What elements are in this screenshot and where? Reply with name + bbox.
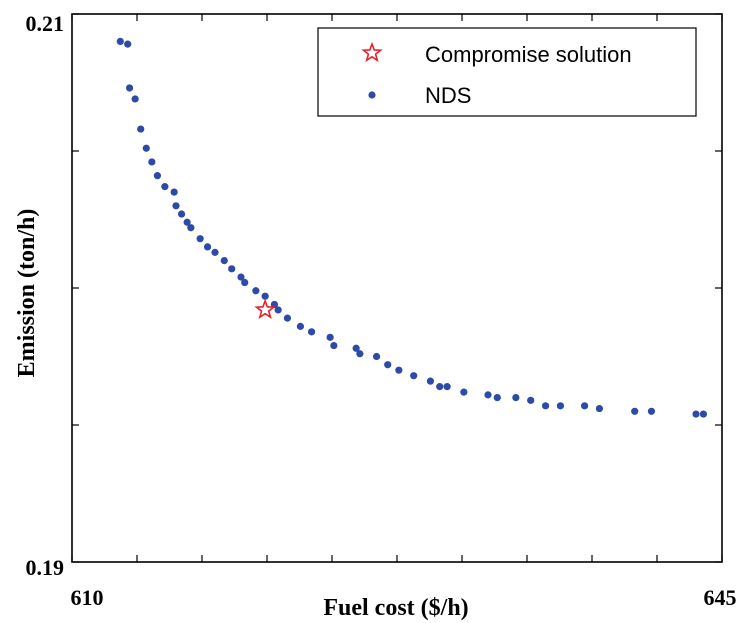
nds-point (148, 158, 156, 166)
x-tick-label-max: 645 (704, 585, 737, 610)
nds-point (699, 410, 708, 418)
nds-point (241, 278, 249, 287)
x-axis-title: Fuel cost ($/h) (323, 595, 468, 621)
nds-point (187, 224, 195, 232)
nds-point (352, 344, 360, 352)
nds-point (252, 287, 260, 295)
legend: Compromise solution NDS (317, 27, 697, 117)
nds-point (426, 377, 435, 385)
nds-point (443, 383, 451, 391)
nds-point (372, 352, 381, 361)
nds-point (183, 218, 191, 226)
x-tick-label-min: 610 (71, 585, 104, 610)
nds-point (356, 350, 364, 358)
nds-point (237, 273, 245, 281)
nds-point (436, 383, 444, 391)
nds-point (647, 407, 656, 415)
nds-point (296, 322, 305, 330)
nds-point (131, 95, 139, 103)
y-tick-label-min: 0.19 (26, 555, 65, 580)
nds-point (512, 394, 520, 402)
nds-point (631, 407, 639, 415)
nds-point (124, 40, 132, 48)
nds-point (161, 183, 169, 191)
compromise-solution-point (254, 298, 276, 320)
nds-point (384, 361, 392, 369)
nds-point (460, 388, 468, 396)
legend-star-marker (361, 41, 383, 63)
nds-point (172, 202, 180, 210)
data-points (116, 37, 708, 418)
nds-point (283, 314, 292, 322)
nds-point (527, 396, 535, 404)
nds-point (211, 248, 219, 256)
nds-point (116, 37, 124, 46)
nds-point (170, 188, 178, 196)
nds-point (203, 243, 212, 251)
nds-point (556, 402, 565, 410)
nds-point (125, 84, 134, 92)
y-axis-title: Emission (ton/h) (14, 209, 40, 378)
nds-point (270, 300, 279, 309)
legend-dot-marker (368, 91, 376, 99)
nds-point (177, 210, 186, 218)
nds-point (692, 410, 700, 418)
nds-point (541, 402, 550, 410)
nds-point (196, 235, 204, 243)
nds-point (493, 394, 501, 402)
legend-label-compromise: Compromise solution (425, 42, 632, 67)
nds-point (410, 372, 418, 380)
nds-point (307, 328, 316, 336)
nds-point (330, 341, 338, 350)
nds-point (595, 404, 604, 413)
nds-point (261, 292, 269, 300)
nds-point (142, 144, 150, 152)
nds-point (580, 402, 589, 410)
axis-ticks (71, 13, 723, 563)
nds-point (220, 257, 228, 265)
nds-point (137, 125, 145, 133)
legend-box (317, 27, 697, 117)
nds-point (274, 306, 282, 314)
nds-point (228, 265, 236, 273)
nds-point (326, 333, 334, 341)
y-tick-label-max: 0.21 (26, 11, 65, 36)
legend-label-nds: NDS (425, 83, 471, 108)
nds-point (153, 172, 162, 180)
nds-point (395, 366, 403, 374)
nds-point (484, 391, 492, 399)
